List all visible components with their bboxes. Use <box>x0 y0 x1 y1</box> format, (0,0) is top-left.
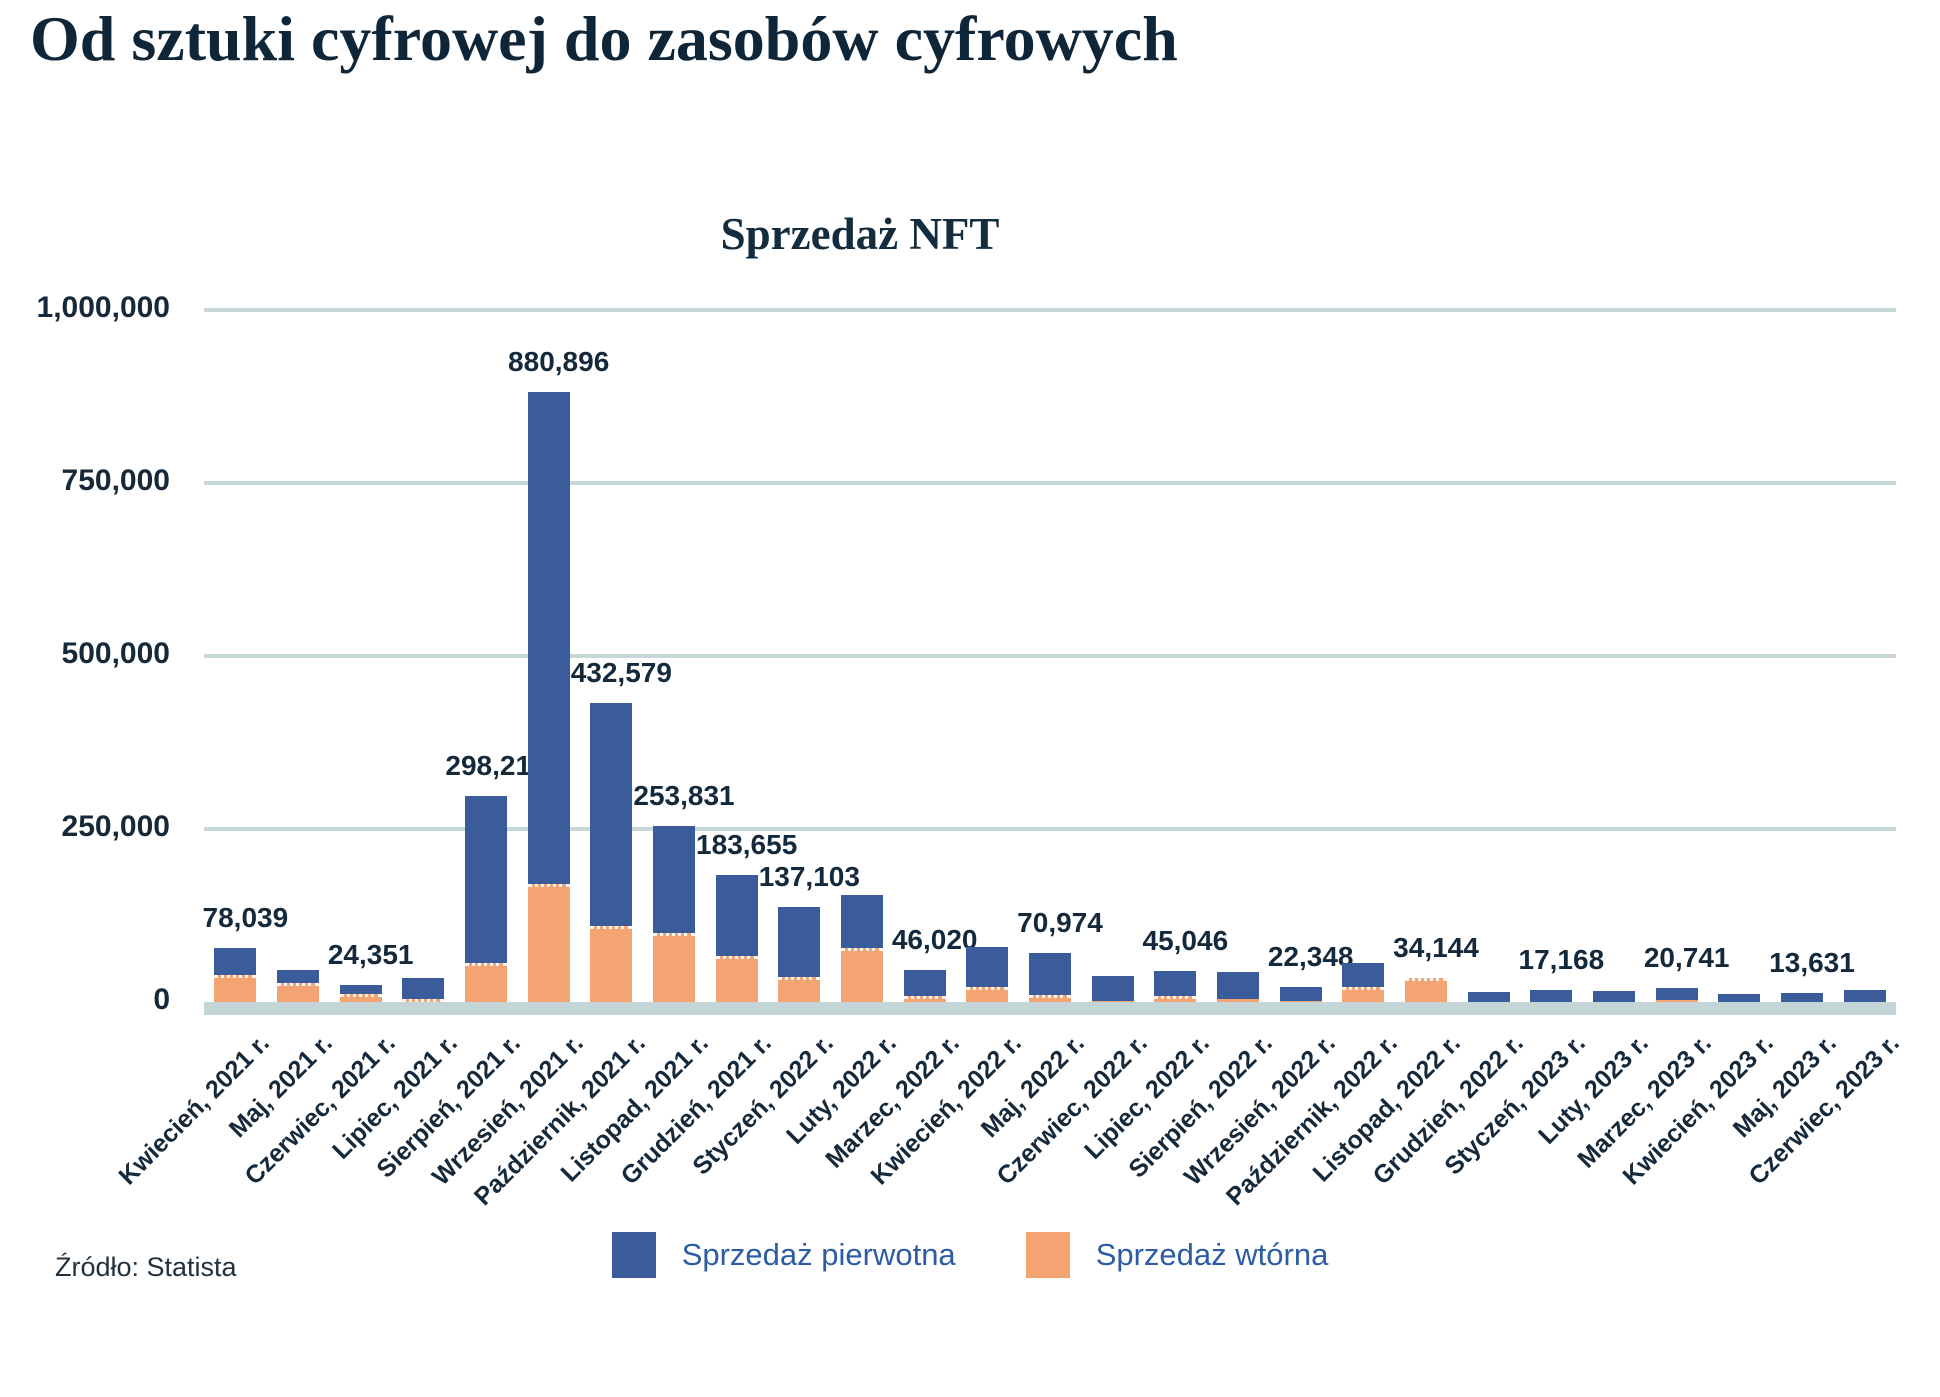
bar-value-label: 432,579 <box>570 656 672 688</box>
legend-item-secondary: Sprzedaż wtórna <box>1025 1232 1329 1278</box>
bar-secondary-Maj, 2022 r. <box>1029 995 1071 1002</box>
bar-value-label: 137,103 <box>758 861 860 893</box>
bar-secondary-Listopad, 2021 r. <box>653 932 695 1002</box>
bar-secondary-Październik, 2021 r. <box>590 925 633 1002</box>
bar-value-label: 45,046 <box>1142 924 1229 956</box>
gridline-750000 <box>204 481 1896 485</box>
bar-primary-Marzec, 2023 r. <box>1655 987 1698 1000</box>
bar-secondary-Czerwiec, 2021 r. <box>339 994 382 1002</box>
bar-primary-Kwiecień, 2022 r. <box>966 947 1009 987</box>
x-axis-baseline <box>204 1002 1896 1015</box>
bar-secondary-Marzec, 2022 r. <box>903 996 946 1002</box>
bar-value-label: 17,168 <box>1518 944 1605 976</box>
bar-secondary-Czerwiec, 2022 r. <box>1091 1000 1134 1002</box>
bar-value-label: 24,351 <box>327 939 414 971</box>
bar-primary-Styczeń, 2022 r. <box>778 907 821 978</box>
bar-primary-Listopad, 2021 r. <box>653 826 695 933</box>
bar-value-label: 13,631 <box>1769 946 1855 978</box>
gridline-1000000 <box>204 308 1896 312</box>
page-title: Od sztuki cyfrowej do zasobów cyfrowych <box>30 3 1178 74</box>
bar-value-label: 253,831 <box>633 780 735 812</box>
plot-area: 1,000,000 750,000 500,000 250,000 0 78,039 Kwi… <box>37 291 1905 1211</box>
bar-primary-Sierpień, 2022 r. <box>1217 971 1259 1000</box>
bar-value-label: 70,974 <box>1017 906 1103 938</box>
bar-primary-Kwiecień, 2023 r. <box>1718 993 1761 1002</box>
bar-primary-Wrzesień, 2021 r. <box>527 392 570 885</box>
bar-primary-Marzec, 2022 r. <box>903 970 946 997</box>
y-axis-tick-label: 750,000 <box>61 464 170 497</box>
bar-secondary-Sierpień, 2022 r. <box>1217 999 1259 1002</box>
legend-item-primary: Sprzedaż pierwotna <box>611 1232 956 1278</box>
primary-series-label: Sprzedaż pierwotna <box>681 1237 956 1272</box>
bar-secondary-Lipiec, 2022 r. <box>1154 996 1197 1002</box>
bar-primary-Luty, 2023 r. <box>1593 991 1635 1002</box>
bar-primary-Lipiec, 2022 r. <box>1154 970 1197 997</box>
bar-primary-Maj, 2022 r. <box>1029 952 1071 996</box>
bar-primary-Maj, 2023 r. <box>1781 992 1823 1002</box>
bar-primary-Maj, 2021 r. <box>277 970 319 983</box>
bar-secondary-Lipiec, 2021 r. <box>402 998 445 1002</box>
bar-primary-Grudzień, 2022 r. <box>1467 991 1510 1002</box>
bar-primary-Wrzesień, 2022 r. <box>1279 986 1322 1001</box>
bar-primary-Lipiec, 2021 r. <box>402 978 445 999</box>
bar-secondary-Kwiecień, 2021 r. <box>214 975 257 1002</box>
bar-value-label: 46,020 <box>891 924 978 956</box>
bar-secondary-Kwiecień, 2022 r. <box>966 986 1009 1002</box>
bar-value-label: 20,741 <box>1643 941 1730 973</box>
legend: Sprzedaż pierwotna Sprzedaż wtórna <box>0 1232 1940 1278</box>
bar-value-label: 78,039 <box>202 902 289 933</box>
bar-value-label: 183,655 <box>696 828 798 860</box>
bar-secondary-Październik, 2022 r. <box>1342 986 1385 1002</box>
y-axis-tick-label: 250,000 <box>61 810 170 843</box>
bar-primary-Czerwiec, 2022 r. <box>1091 975 1134 1001</box>
bar-primary-Październik, 2021 r. <box>590 702 633 926</box>
bar-primary-Grudzień, 2021 r. <box>715 874 758 956</box>
bar-primary-Październik, 2022 r. <box>1342 963 1385 987</box>
source-note: Źródło: Statista <box>55 1252 237 1282</box>
bar-primary-Czerwiec, 2023 r. <box>1843 989 1886 1002</box>
bar-primary-Czerwiec, 2021 r. <box>339 985 382 995</box>
y-axis-tick-label: 1,000,000 <box>36 291 170 324</box>
bar-value-label: 34,144 <box>1393 932 1479 964</box>
gridline-500000 <box>204 654 1896 658</box>
bar-secondary-Luty, 2022 r. <box>841 948 883 1002</box>
y-axis-tick-label: 500,000 <box>61 637 170 670</box>
bar-primary-Kwiecień, 2021 r. <box>214 948 257 976</box>
secondary-series-label: Sprzedaż wtórna <box>1095 1237 1329 1272</box>
primary-series-swatch <box>611 1232 656 1278</box>
bar-value-label: 880,896 <box>508 346 610 378</box>
bar-secondary-Styczeń, 2022 r. <box>778 977 821 1002</box>
bar-primary-Sierpień, 2021 r. <box>465 795 507 964</box>
bar-value-label: 22,348 <box>1267 940 1354 972</box>
bar-secondary-Wrzesień, 2022 r. <box>1279 1000 1322 1002</box>
y-axis-tick-label: 0 <box>153 983 170 1016</box>
bar-secondary-Maj, 2021 r. <box>277 982 319 1002</box>
bar-secondary-Listopad, 2022 r. <box>1405 978 1447 1002</box>
bar-primary-Luty, 2022 r. <box>841 894 883 949</box>
secondary-series-swatch <box>1025 1232 1070 1278</box>
gridline-250000 <box>204 827 1896 831</box>
bar-primary-Styczeń, 2023 r. <box>1530 990 1573 1002</box>
bar-secondary-Marzec, 2023 r. <box>1655 999 1698 1002</box>
chart-title: Sprzedaż NFT <box>720 209 1000 259</box>
bar-secondary-Grudzień, 2021 r. <box>715 955 758 1002</box>
bar-secondary-Wrzesień, 2021 r. <box>527 884 570 1002</box>
bar-secondary-Sierpień, 2021 r. <box>465 963 507 1002</box>
